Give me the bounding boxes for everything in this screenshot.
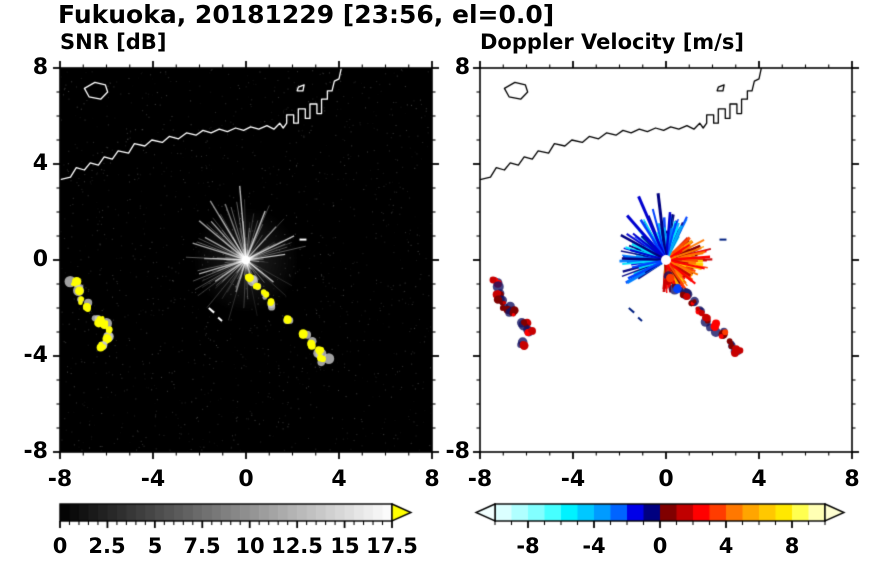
x-tick-label: 0 xyxy=(658,467,674,492)
colorbar-label: 4 xyxy=(718,534,734,558)
figure-title: Fukuoka, 20181229 [23:56, el=0.0] xyxy=(58,0,555,29)
velocity-colorbar xyxy=(462,502,847,534)
colorbar-label: 8 xyxy=(784,534,800,558)
colorbar-label: 10 xyxy=(235,534,265,558)
colorbar-label: 15 xyxy=(330,534,360,558)
snr-panel-title: SNR [dB] xyxy=(60,30,167,54)
x-tick-label: 0 xyxy=(238,467,254,492)
x-tick-label: 4 xyxy=(751,467,767,492)
x-tick-label: -8 xyxy=(47,467,73,492)
x-tick-label: 4 xyxy=(331,467,347,492)
colorbar-label: 0 xyxy=(52,534,68,558)
snr-colorbar xyxy=(55,502,440,534)
x-tick-label: -8 xyxy=(467,467,493,492)
y-tick-label: 0 xyxy=(32,247,48,272)
velocity-ppi-plot xyxy=(468,56,864,464)
colorbar-label: -8 xyxy=(516,534,540,558)
y-tick-label: 4 xyxy=(32,151,48,176)
velocity-panel-title: Doppler Velocity [m/s] xyxy=(480,30,744,54)
y-tick-label: -4 xyxy=(23,343,48,368)
y-tick-label: -8 xyxy=(445,439,470,464)
y-tick-label: 8 xyxy=(454,55,470,80)
colorbar-label: 0 xyxy=(652,534,668,558)
x-tick-label: -4 xyxy=(140,467,166,492)
colorbar-label: 7.5 xyxy=(183,534,221,558)
y-tick-label: 8 xyxy=(32,55,48,80)
colorbar-label: 2.5 xyxy=(88,534,126,558)
colorbar-label: 17.5 xyxy=(366,534,418,558)
colorbar-label: 5 xyxy=(147,534,163,558)
x-tick-label: -4 xyxy=(560,467,586,492)
colorbar-label: -4 xyxy=(582,534,606,558)
x-tick-label: 8 xyxy=(424,467,440,492)
y-tick-label: -8 xyxy=(23,439,48,464)
x-tick-label: 8 xyxy=(844,467,860,492)
colorbar-label: 12.5 xyxy=(271,534,323,558)
snr-ppi-plot xyxy=(48,56,444,464)
